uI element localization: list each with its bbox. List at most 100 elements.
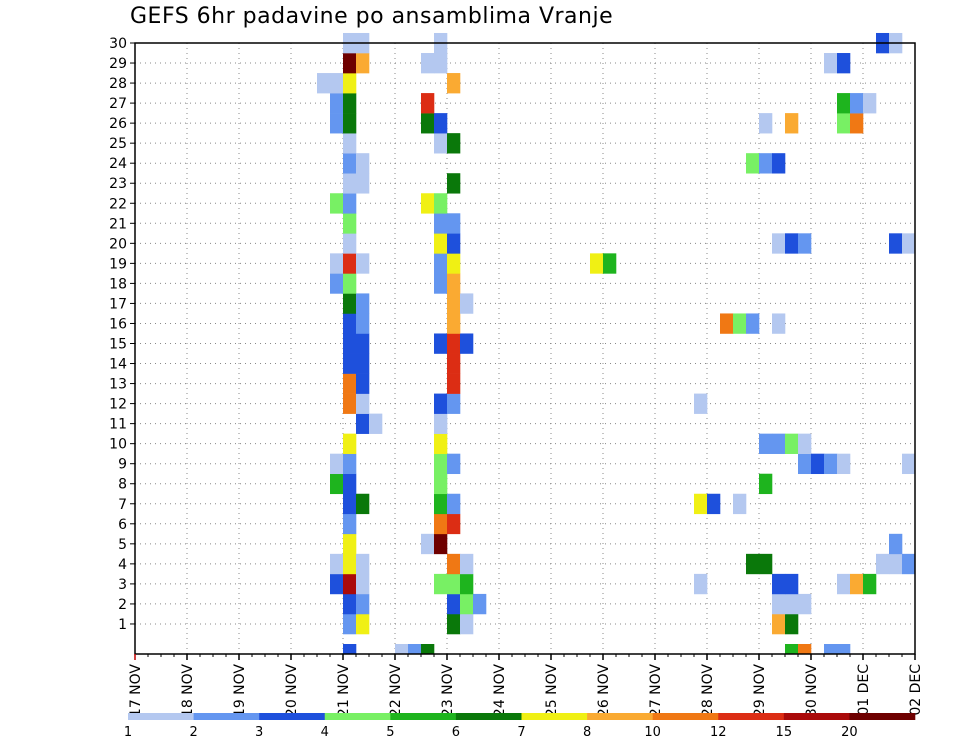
heatmap-cell	[772, 613, 786, 635]
heatmap-cell	[434, 473, 448, 495]
heatmap-cell	[824, 644, 838, 655]
heatmap-cell	[447, 293, 461, 314]
heatmap-cell	[902, 233, 916, 254]
heatmap-cell	[850, 113, 864, 134]
heatmap-cell	[889, 233, 903, 254]
heatmap-cell	[837, 453, 851, 475]
colorbar-label: 10	[644, 725, 661, 740]
colorbar-swatch	[128, 713, 194, 720]
heatmap-cell	[772, 433, 786, 454]
heatmap-cell	[421, 53, 435, 74]
heatmap-cell	[460, 613, 474, 635]
x-tick-label: 26 NOV	[596, 664, 612, 718]
heatmap-cell	[434, 513, 448, 535]
heatmap-cell	[356, 493, 370, 515]
heatmap-cell	[746, 313, 760, 334]
heatmap-cell	[824, 53, 838, 74]
heatmap-cell	[837, 644, 851, 655]
colorbar-swatch	[849, 713, 916, 720]
heatmap-cell	[343, 193, 357, 214]
heatmap-cell	[343, 273, 357, 294]
y-tick-label: 19	[109, 256, 127, 272]
colorbar-swatch	[193, 713, 260, 720]
heatmap-cell	[759, 113, 773, 134]
heatmap-cell	[889, 553, 903, 575]
heatmap-cell	[330, 453, 344, 475]
x-tick-label: 17 NOV	[128, 664, 144, 718]
heatmap-cell	[356, 613, 370, 635]
heatmap-cell	[343, 644, 357, 655]
heatmap-cell	[863, 93, 877, 114]
x-tick-label: 18 NOV	[180, 664, 196, 718]
heatmap-cell	[694, 573, 708, 595]
heatmap-cell	[447, 593, 461, 615]
heatmap-cell	[408, 644, 422, 655]
heatmap-cell	[421, 93, 435, 114]
heatmap-cell	[447, 453, 461, 475]
heatmap-cell	[434, 213, 448, 234]
heatmap-cell	[356, 413, 370, 434]
heatmap-cell	[434, 113, 448, 134]
colorbar-swatch	[652, 713, 719, 720]
heatmap-cell	[343, 533, 357, 555]
heatmap-cell	[356, 333, 370, 354]
colorbar-label: 12	[710, 725, 727, 740]
heatmap-cell	[395, 644, 409, 655]
x-tick-label: 27 NOV	[648, 664, 664, 718]
heatmap-cell	[356, 293, 370, 314]
colorbar-label: 1	[124, 725, 132, 740]
heatmap-cell	[421, 113, 435, 134]
colorbar-label: 8	[583, 725, 591, 740]
x-tick-label: 25 NOV	[544, 664, 560, 718]
heatmap-cell	[785, 233, 799, 254]
heatmap-cell	[460, 573, 474, 595]
heatmap-cell	[447, 173, 461, 194]
heatmap-cell	[460, 553, 474, 575]
heatmap-cell	[460, 593, 474, 615]
colorbar-label: 6	[452, 725, 460, 740]
heatmap-cell	[785, 644, 799, 655]
heatmap-cell	[785, 593, 799, 615]
heatmap-cell	[343, 393, 357, 414]
heatmap-cell	[447, 133, 461, 154]
colorbar-swatch	[521, 713, 588, 720]
heatmap-cell	[330, 93, 344, 114]
colorbar-label: 2	[189, 725, 197, 740]
y-tick-label: 12	[109, 397, 127, 413]
heatmap-cell	[434, 333, 448, 354]
heatmap-cell	[759, 153, 773, 174]
heatmap-cell	[356, 373, 370, 394]
heatmap-cell	[356, 353, 370, 374]
heatmap-cell	[798, 233, 812, 254]
y-tick-label: 16	[109, 316, 127, 332]
heatmap-cell	[733, 313, 747, 334]
heatmap-cell	[343, 233, 357, 254]
heatmap-cell	[785, 613, 799, 635]
heatmap-cell	[876, 553, 890, 575]
heatmap-cell	[356, 553, 370, 575]
heatmap-cell	[343, 133, 357, 154]
grid-lines	[135, 42, 915, 654]
heatmap-cell	[850, 93, 864, 114]
heatmap-cell	[343, 173, 357, 194]
y-tick-label: 14	[109, 357, 127, 373]
heatmap-cell	[837, 573, 851, 595]
heatmap-cell	[343, 373, 357, 394]
x-tick-label: 01 DEC	[856, 664, 872, 716]
heatmap-cell	[460, 333, 474, 354]
colorbar: 1 2 3 4 5 6 7 8 10 12 15 20	[124, 713, 916, 740]
heatmap-cell	[447, 493, 461, 515]
x-tick-label: 23 NOV	[440, 664, 456, 718]
y-tick-label: 5	[118, 537, 127, 553]
heatmap-cell	[447, 573, 461, 595]
heatmap-cell	[798, 644, 812, 655]
x-tick-label: 02 DEC	[908, 664, 924, 716]
heatmap-cell	[447, 233, 461, 254]
chart-title: GEFS 6hr padavine po ansamblima Vranje	[130, 4, 614, 29]
heatmap-cell	[343, 513, 357, 535]
heatmap-cell	[434, 413, 448, 434]
heatmap-cell	[694, 493, 708, 515]
heatmap-cell	[434, 273, 448, 294]
y-tick-label: 18	[109, 276, 127, 292]
axes: 1234567891011121314151617181920212223242…	[109, 36, 924, 717]
